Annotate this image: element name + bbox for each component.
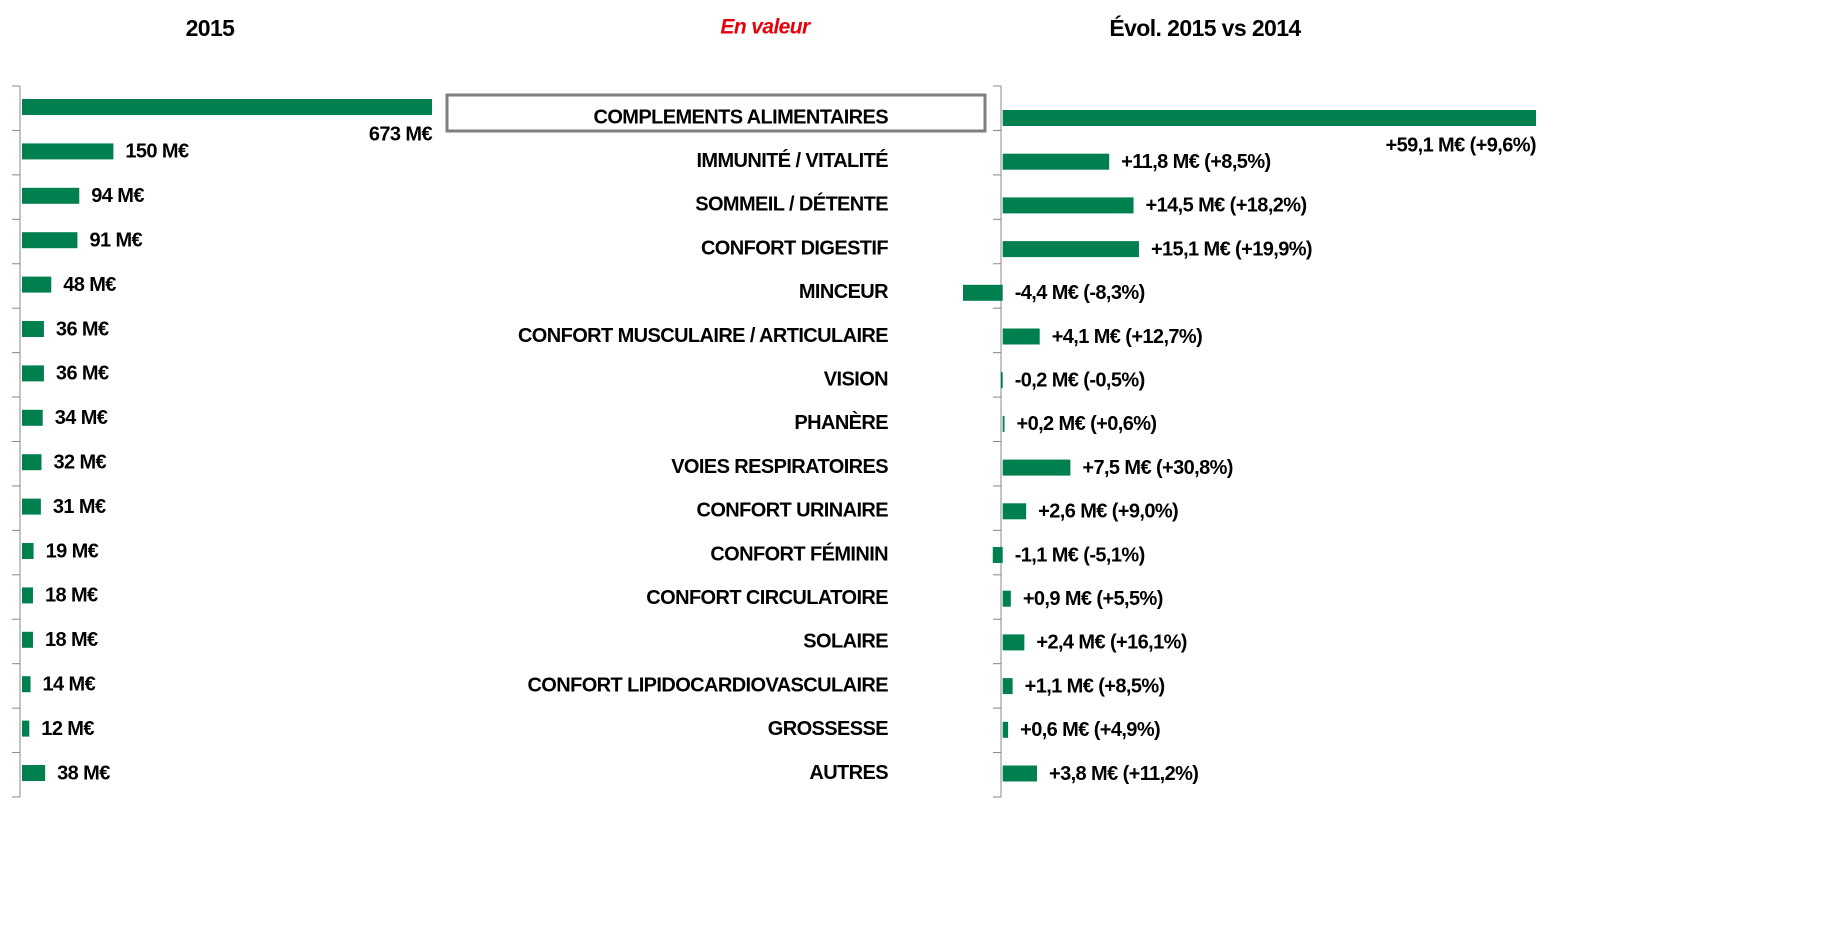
bar: [22, 365, 44, 382]
category-label: IMMUNITÉ / VITALITÉ: [696, 149, 888, 172]
bar: [22, 543, 34, 559]
bar: [1000, 372, 1003, 389]
bar: [1002, 721, 1009, 738]
value-label: +1,1 M€ (+8,5%): [1025, 675, 1165, 697]
value-label: +59,1 M€ (+9,6%): [1386, 134, 1537, 156]
bar: [1002, 503, 1027, 520]
bar: [22, 720, 30, 737]
category-label: SOMMEIL / DÉTENTE: [695, 193, 888, 216]
bar: [1002, 459, 1071, 476]
value-label: +2,6 M€ (+9,0%): [1038, 501, 1178, 523]
bar: [22, 321, 44, 337]
value-label: +4,1 M€ (+12,7%): [1052, 326, 1203, 348]
value-label: 38 M€: [57, 762, 110, 784]
category-label: MINCEUR: [799, 281, 889, 303]
category-label: CONFORT URINAIRE: [696, 500, 888, 522]
value-label: +15,1 M€ (+19,9%): [1151, 238, 1312, 260]
value-label: 19 M€: [46, 540, 99, 562]
value-label: 12 M€: [41, 718, 94, 740]
value-label: +0,9 M€ (+5,5%): [1023, 588, 1163, 610]
category-label: GROSSESSE: [768, 718, 888, 740]
value-label: 32 M€: [53, 451, 106, 473]
value-label: +3,8 M€ (+11,2%): [1049, 763, 1198, 785]
value-label: +11,8 M€ (+8,5%): [1121, 151, 1270, 173]
value-label: 91 M€: [89, 229, 142, 251]
left-title: 2015: [186, 15, 236, 41]
bar: [1002, 765, 1037, 782]
category-label: CONFORT LIPIDOCARDIOVASCULAIRE: [527, 674, 888, 696]
category-label: CONFORT FÉMININ: [710, 542, 888, 565]
bar: [1002, 241, 1139, 258]
value-label: +7,5 M€ (+30,8%): [1082, 457, 1233, 479]
value-label: -0,2 M€ (-0,5%): [1015, 369, 1145, 391]
value-label: 673 M€: [369, 123, 433, 145]
bar: [22, 409, 43, 426]
bar: [22, 454, 42, 471]
category-label: CONFORT MUSCULAIRE / ARTICULAIRE: [518, 325, 888, 347]
category-label: CONFORT CIRCULATOIRE: [646, 587, 888, 609]
bar: [1002, 590, 1011, 607]
bar: [22, 232, 78, 249]
value-label: -4,4 M€ (-8,3%): [1015, 282, 1145, 304]
bar: [1002, 110, 1536, 126]
bar: [1002, 415, 1005, 432]
category-label: VISION: [824, 368, 888, 390]
bar: [22, 276, 52, 293]
category-label: COMPLEMENTS ALIMENTAIRES: [594, 106, 889, 128]
category-label: VOIES RESPIRATOIRES: [671, 456, 888, 478]
right-title: Évol. 2015 vs 2014: [1109, 14, 1301, 41]
category-label: AUTRES: [809, 762, 888, 784]
value-label: 14 M€: [43, 673, 96, 695]
value-label: +0,6 M€ (+4,9%): [1020, 719, 1160, 741]
highlight-box: [445, 93, 987, 133]
bar: [1002, 634, 1025, 651]
bar: [22, 676, 31, 693]
value-label: +2,4 M€ (+16,1%): [1036, 632, 1187, 654]
subtitle: En valeur: [720, 16, 812, 39]
bar: [22, 187, 80, 204]
bar: [1002, 197, 1134, 214]
bar: [22, 498, 41, 515]
value-label: 34 M€: [55, 407, 108, 429]
value-label: 94 M€: [91, 185, 144, 207]
category-label: CONFORT DIGESTIF: [701, 237, 888, 259]
bar: [1002, 678, 1013, 695]
value-label: +14,5 M€ (+18,2%): [1146, 195, 1307, 217]
value-label: 18 M€: [45, 629, 98, 651]
bar: [1002, 153, 1110, 170]
bar: [22, 587, 33, 604]
value-label: 31 M€: [53, 496, 106, 518]
category-label: SOLAIRE: [803, 631, 888, 653]
value-label: 48 M€: [63, 274, 116, 296]
bar: [22, 631, 33, 648]
value-label: 36 M€: [56, 363, 109, 385]
value-label: 36 M€: [56, 318, 109, 340]
value-label: 150 M€: [125, 141, 189, 163]
bar: [22, 765, 46, 781]
value-label: -1,1 M€ (-5,1%): [1015, 544, 1145, 566]
bar: [1002, 328, 1040, 345]
bar: [22, 143, 114, 160]
bar: [963, 284, 1003, 301]
value-label: 18 M€: [45, 585, 98, 607]
bar: [22, 99, 432, 115]
category-label: PHANÈRE: [794, 411, 888, 434]
bar: [992, 547, 1003, 563]
value-label: +0,2 M€ (+0,6%): [1017, 413, 1157, 435]
